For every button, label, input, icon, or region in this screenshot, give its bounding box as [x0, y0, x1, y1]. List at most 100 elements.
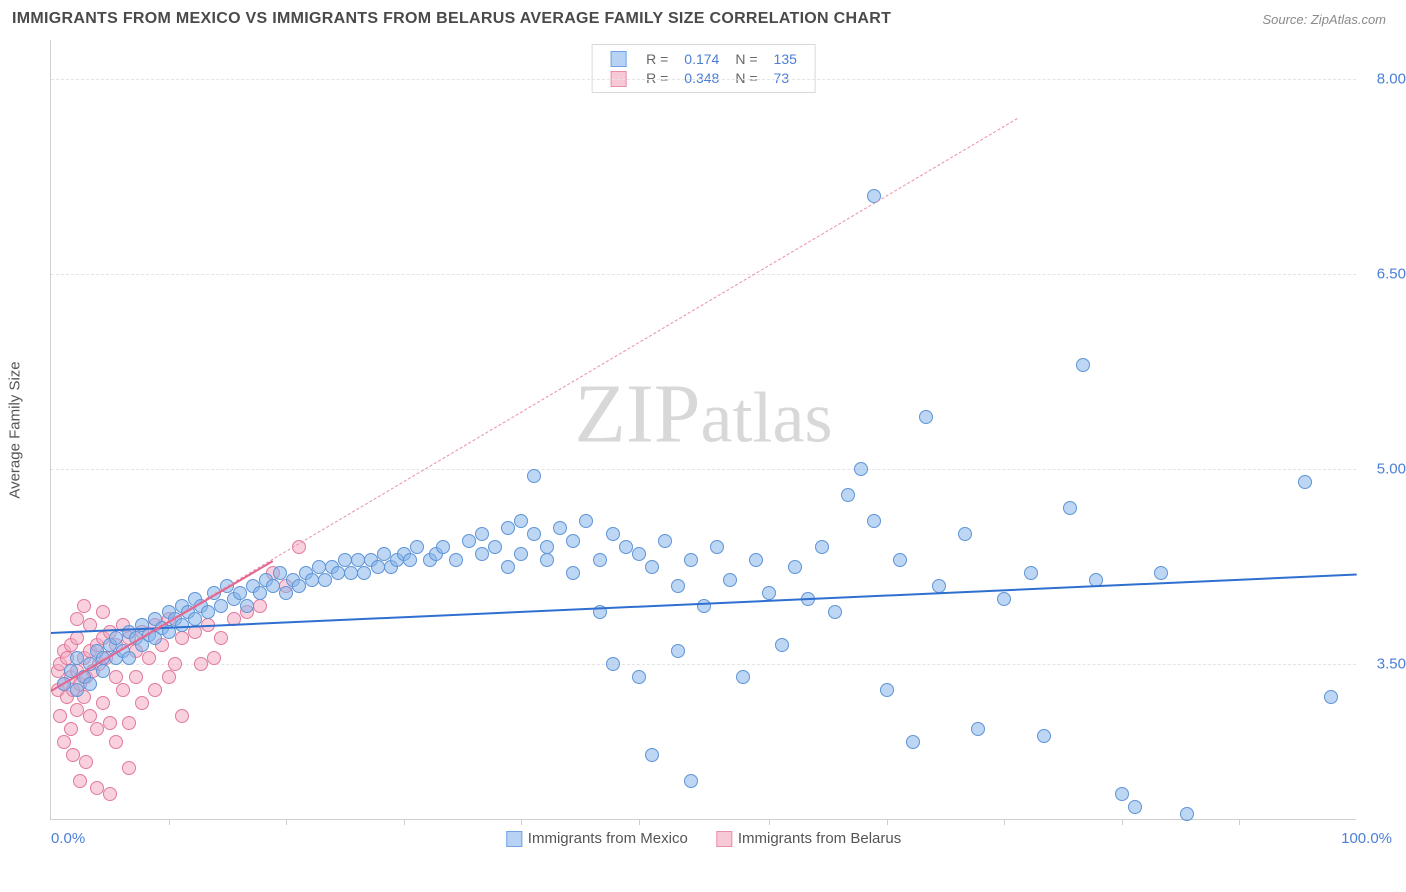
data-point	[207, 651, 221, 665]
data-point	[736, 670, 750, 684]
data-point	[194, 657, 208, 671]
data-point	[331, 566, 345, 580]
data-point	[475, 527, 489, 541]
data-point	[501, 521, 515, 535]
x-tick-mark	[639, 819, 640, 825]
legend-swatch	[716, 831, 732, 847]
data-point	[109, 735, 123, 749]
data-point	[566, 566, 580, 580]
data-point	[1024, 566, 1038, 580]
gridline	[51, 469, 1356, 470]
x-tick-mark	[286, 819, 287, 825]
legend-item: Immigrants from Mexico	[506, 830, 688, 847]
y-tick-label: 8.00	[1362, 71, 1406, 88]
data-point	[312, 560, 326, 574]
data-point	[1063, 501, 1077, 515]
data-point	[168, 657, 182, 671]
data-point	[501, 560, 515, 574]
data-point	[116, 683, 130, 697]
data-point	[57, 735, 71, 749]
x-axis-min-label: 0.0%	[51, 830, 85, 847]
plot-area: ZIPatlas Average Family Size 0.0% 100.0%…	[50, 40, 1356, 820]
data-point	[671, 644, 685, 658]
data-point	[90, 722, 104, 736]
data-point	[53, 709, 67, 723]
correlation-legend: R =0.174N =135R =0.348N =73	[591, 44, 816, 93]
watermark: ZIPatlas	[575, 365, 833, 462]
data-point	[593, 553, 607, 567]
legend-row: R =0.174N =135	[602, 49, 805, 68]
legend-r-value: 0.348	[676, 68, 727, 87]
data-point	[109, 631, 123, 645]
data-point	[318, 573, 332, 587]
data-point	[854, 462, 868, 476]
x-tick-mark	[169, 819, 170, 825]
data-point	[188, 612, 202, 626]
data-point	[880, 683, 894, 697]
data-point	[619, 540, 633, 554]
data-point	[233, 586, 247, 600]
data-point	[122, 651, 136, 665]
data-point	[70, 631, 84, 645]
data-point	[958, 527, 972, 541]
data-point	[971, 722, 985, 736]
data-point	[338, 553, 352, 567]
legend-row: R =0.348N =73	[602, 68, 805, 87]
data-point	[697, 599, 711, 613]
legend-label: Immigrants from Belarus	[738, 830, 901, 847]
data-point	[867, 514, 881, 528]
data-point	[351, 553, 365, 567]
data-point	[70, 683, 84, 697]
x-tick-mark	[521, 819, 522, 825]
data-point	[344, 566, 358, 580]
legend-r-label: R =	[638, 49, 676, 68]
data-point	[305, 573, 319, 587]
data-point	[658, 534, 672, 548]
x-tick-mark	[887, 819, 888, 825]
data-point	[527, 469, 541, 483]
data-point	[893, 553, 907, 567]
data-point	[606, 527, 620, 541]
data-point	[292, 579, 306, 593]
data-point	[410, 540, 424, 554]
data-point	[83, 677, 97, 691]
data-point	[135, 696, 149, 710]
data-point	[632, 547, 646, 561]
data-point	[540, 540, 554, 554]
x-axis-max-label: 100.0%	[1341, 830, 1392, 847]
data-point	[462, 534, 476, 548]
data-point	[919, 410, 933, 424]
data-point	[70, 651, 84, 665]
data-point	[64, 722, 78, 736]
gridline	[51, 274, 1356, 275]
data-point	[671, 579, 685, 593]
data-point	[253, 599, 267, 613]
data-point	[723, 573, 737, 587]
chart-title: IMMIGRANTS FROM MEXICO VS IMMIGRANTS FRO…	[12, 10, 891, 28]
data-point	[129, 670, 143, 684]
legend-n-value: 73	[766, 68, 805, 87]
legend-swatch	[506, 831, 522, 847]
data-point	[79, 755, 93, 769]
data-point	[606, 657, 620, 671]
gridline	[51, 79, 1356, 80]
data-point	[66, 748, 80, 762]
y-tick-label: 6.50	[1362, 266, 1406, 283]
x-tick-mark	[769, 819, 770, 825]
legend-r-label: R =	[638, 68, 676, 87]
data-point	[684, 774, 698, 788]
data-point	[96, 664, 110, 678]
gridline	[51, 664, 1356, 665]
data-point	[436, 540, 450, 554]
data-point	[553, 521, 567, 535]
data-point	[377, 547, 391, 561]
data-point	[96, 605, 110, 619]
data-point	[73, 774, 87, 788]
data-point	[175, 709, 189, 723]
y-tick-label: 3.50	[1362, 656, 1406, 673]
legend-n-label: N =	[727, 68, 765, 87]
data-point	[357, 566, 371, 580]
data-point	[749, 553, 763, 567]
data-point	[762, 586, 776, 600]
legend-swatch	[610, 51, 626, 67]
